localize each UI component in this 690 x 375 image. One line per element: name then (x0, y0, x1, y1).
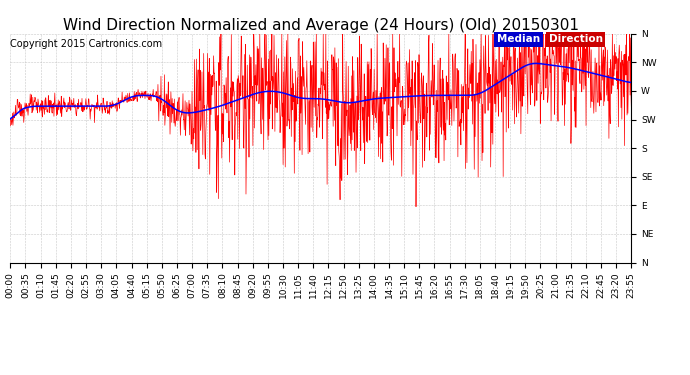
Title: Wind Direction Normalized and Average (24 Hours) (Old) 20150301: Wind Direction Normalized and Average (2… (63, 18, 579, 33)
Text: Direction: Direction (549, 34, 602, 44)
Text: Median: Median (497, 34, 540, 44)
Text: Copyright 2015 Cartronics.com: Copyright 2015 Cartronics.com (10, 39, 162, 50)
